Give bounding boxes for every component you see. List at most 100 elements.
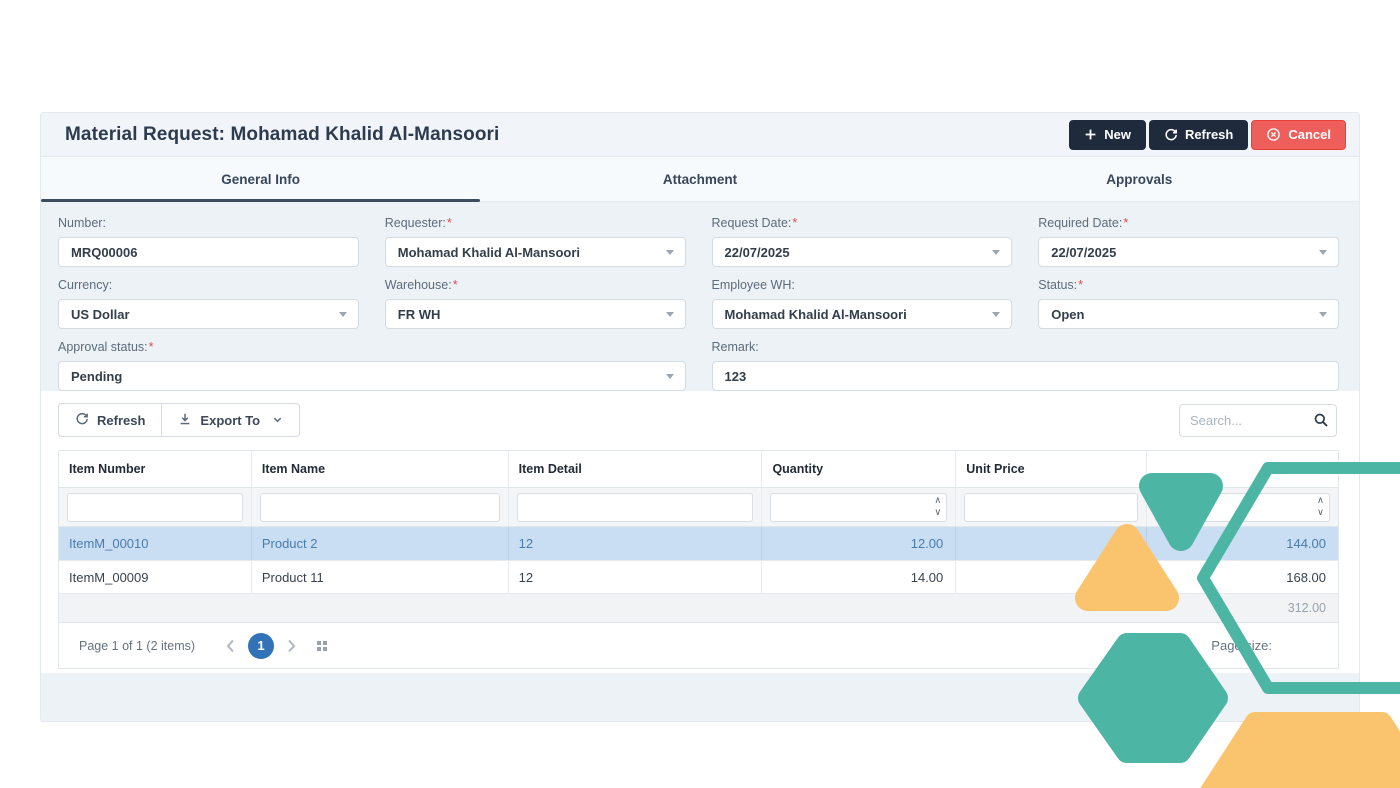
pager-prev-icon[interactable] [226,639,235,653]
table-row[interactable]: ItemM_00009 Product 11 12 14.00 12.00 16… [59,561,1338,594]
tab-general-info-label: General Info [221,171,301,187]
field-number: Number: [58,205,359,267]
tab-general-info[interactable]: General Info [41,157,481,202]
chevron-down-icon [1319,250,1327,255]
request-date-select[interactable]: 22/07/2025 [711,237,1013,267]
pager-next-icon[interactable] [287,639,296,653]
col-header-total[interactable] [1147,451,1338,487]
number-label: Number: [58,216,106,230]
required-date-label: Required Date:* [1038,216,1129,230]
cell-item-number: ItemM_00009 [59,561,252,593]
warehouse-value: FR WH [397,306,441,322]
refresh-icon [1164,128,1178,142]
chevron-down-icon [665,374,674,379]
cell-total: 168.00 [1286,569,1326,585]
grid-refresh-button[interactable]: Refresh [58,403,163,437]
page-size-label: Page size: [1211,638,1272,653]
filter-quantity-input[interactable] [770,493,948,522]
field-employee-wh: Employee WH: Mohamad Khalid Al-Mansoori [711,267,1013,329]
material-request-card: Material Request: Mohamad Khalid Al-Mans… [40,112,1360,722]
warehouse-select[interactable]: FR WH [384,299,686,329]
employee-wh-value: Mohamad Khalid Al-Mansoori [724,306,907,322]
status-value: Open [1051,306,1085,322]
remark-input[interactable] [711,361,1339,391]
grid-search [1179,403,1337,437]
col-header-item-name[interactable]: Item Name [252,451,509,487]
status-select[interactable]: Open [1038,299,1339,329]
tab-attachment[interactable]: Attachment [480,157,919,201]
export-to-button[interactable]: Export To [162,403,301,437]
employee-wh-label: Employee WH: [711,278,795,292]
requester-select[interactable]: Mohamad Khalid Al-Mansoori [384,237,686,267]
col-header-unit-price[interactable]: Unit Price [956,451,1148,487]
refresh-icon [75,412,89,429]
download-icon [178,412,192,429]
employee-wh-select[interactable]: Mohamad Khalid Al-Mansoori [711,299,1013,329]
required-date-value: 22/07/2025 [1051,244,1117,260]
approval-status-value: Pending [71,368,123,384]
chevron-down-icon [272,413,283,428]
approval-status-select[interactable]: Pending [58,361,686,391]
pager-page-1-button[interactable]: 1 [248,632,275,659]
search-input[interactable] [1179,403,1337,437]
warehouse-label: Warehouse:* [384,278,458,292]
remark-label: Remark: [711,340,759,354]
col-header-item-number[interactable]: Item Number [59,451,252,487]
yellow-hexagon-shape [1200,712,1400,788]
table-header-row: Item Number Item Name Item Detail Quanti… [59,451,1338,488]
field-currency: Currency: US Dollar [58,267,359,329]
grid-refresh-label: Refresh [97,412,146,428]
status-label: Status:* [1038,278,1084,292]
cell-item-number: ItemM_00010 [59,527,252,560]
filter-item-name-input[interactable] [259,493,500,522]
request-date-label: Request Date:* [711,216,798,230]
chevron-down-icon [992,250,1001,255]
tab-attachment-label: Attachment [662,171,738,187]
filter-item-number-input[interactable] [67,493,243,522]
cancel-circle-x-icon [1266,127,1281,142]
cell-item-name: Product 11 [252,561,509,593]
field-requester: Requester:* Mohamad Khalid Al-Mansoori [384,205,686,267]
number-input[interactable] [58,237,359,267]
cell-unit-price [956,527,1148,560]
cell-quantity: 14.00 [762,561,957,593]
currency-select[interactable]: US Dollar [58,299,359,329]
tab-approvals-label: Approvals [1106,171,1173,187]
cell-total: 144.00 [1286,536,1326,551]
col-header-item-detail[interactable]: Item Detail [509,451,763,487]
table-row[interactable]: ItemM_00010 Product 2 12 12.00 144.00 [59,527,1338,561]
number-spinner[interactable]: ∧ ∨ [934,495,942,518]
field-status: Status:* Open [1038,267,1339,329]
chevron-down-icon [665,250,674,255]
requester-label: Requester:* [384,216,452,230]
col-header-quantity[interactable]: Quantity [762,451,957,487]
field-remark: Remark: [711,329,1339,391]
general-info-form: Number: Requester:* Mohamad Khalid Al-Ma… [41,202,1359,391]
filter-total-input[interactable] [1155,493,1330,522]
cell-unit-price: 12.00 [956,561,1148,593]
filter-unit-price-input[interactable] [964,493,1139,522]
filter-item-detail-input[interactable] [516,493,754,522]
new-button-label: New [1104,127,1131,142]
number-spinner[interactable]: ∧ ∨ [1317,495,1324,518]
cancel-button-label: Cancel [1288,127,1331,142]
cancel-button[interactable]: Cancel [1251,119,1346,150]
currency-label: Currency: [58,278,113,292]
items-grid-section: Refresh Export To Item Numbe [41,391,1359,673]
chevron-down-icon [665,312,674,317]
tab-approvals[interactable]: Approvals [920,157,1359,201]
chevron-down-icon [338,312,347,317]
tab-bar: General Info Attachment Approvals [41,157,1359,202]
summary-total: 312.00 [1287,601,1326,615]
refresh-button[interactable]: Refresh [1148,119,1249,150]
refresh-button-label: Refresh [1184,127,1234,142]
page-title: Material Request: Mohamad Khalid Al-Mans… [65,123,500,145]
new-button[interactable]: New [1069,119,1146,150]
cell-item-detail: 12 [509,561,763,593]
summary-row: 312.00 [59,594,1338,623]
grid-toolbar-button-group: Refresh Export To [58,403,301,437]
required-date-select[interactable]: 22/07/2025 [1038,237,1339,267]
pager-bar: Page 1 of 1 (2 items) 1 Page size: [59,623,1338,668]
pager-grid-dots-icon[interactable] [317,640,328,651]
